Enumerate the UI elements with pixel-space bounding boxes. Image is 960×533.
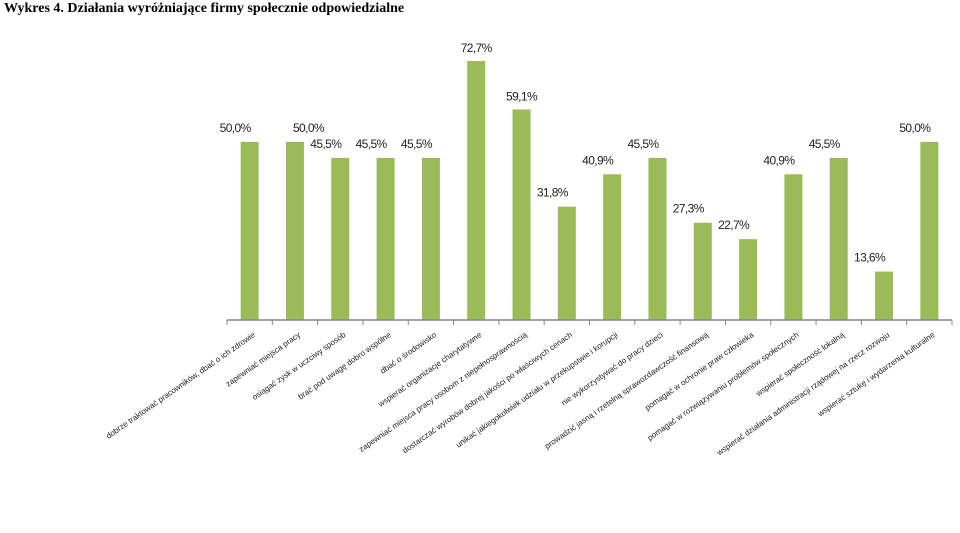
category-label: zapewniać miejsca pracy (224, 330, 302, 388)
bar (875, 271, 894, 320)
bar (467, 61, 486, 320)
value-label: 31,8% (537, 186, 569, 200)
value-label: 45,5% (809, 137, 841, 151)
category-label: wspierać działania administracji rządowe… (714, 330, 891, 458)
category-label: zapewniać miejsca pracy osobom z niepełn… (357, 330, 529, 454)
bar (648, 157, 667, 320)
chart-title: Wykres 4. Działania wyróżniające firmy s… (4, 1, 405, 16)
bar (240, 141, 259, 320)
value-label: 27,3% (673, 202, 705, 216)
x-axis-ticks-group (226, 320, 953, 325)
value-labels-group: 50,0% 50,0% 45,5% 45,5% 45,5% 72,7% 59,1% 31,8%… (220, 41, 932, 265)
category-label: wspierać społeczność lokalną (754, 330, 847, 399)
value-label: 50,0% (220, 121, 252, 135)
category-label: brać pod uwagę dobro wspólne (296, 330, 393, 401)
category-labels-group: dobrze traktować pracowników, dbać o ich… (104, 330, 936, 458)
bar (376, 157, 395, 320)
bar (557, 206, 576, 320)
value-label: 13,6% (854, 251, 886, 265)
category-label: dobrze traktować pracowników, dbać o ich… (104, 330, 257, 441)
value-label: 50,0% (899, 121, 931, 135)
value-label: 40,9% (763, 153, 795, 167)
bar (512, 109, 531, 320)
bars-group (240, 61, 939, 320)
bar (920, 141, 939, 320)
value-label: 50,0% (293, 121, 325, 135)
value-label: 22,7% (718, 218, 750, 232)
bar (421, 157, 440, 320)
category-label: prowadzić jasną i rzetelną sprawozdawczo… (543, 330, 710, 451)
value-label: 45,5% (310, 137, 342, 151)
bar (784, 174, 803, 320)
value-label: 59,1% (506, 89, 538, 103)
bar (331, 157, 350, 320)
value-label: 45,5% (401, 137, 433, 151)
bar (739, 239, 758, 320)
value-label: 45,5% (627, 137, 659, 151)
value-label: 40,9% (582, 153, 614, 167)
category-label: dostarczać wyrobów dobrej jakości po wła… (401, 330, 574, 455)
category-label: unikać jakiegokolwiek udziału w przekups… (454, 330, 619, 449)
value-label: 45,5% (356, 137, 388, 151)
bar (285, 141, 304, 320)
bar (603, 174, 622, 320)
bar (693, 222, 712, 320)
bar (829, 157, 848, 320)
value-label: 72,7% (461, 41, 493, 55)
